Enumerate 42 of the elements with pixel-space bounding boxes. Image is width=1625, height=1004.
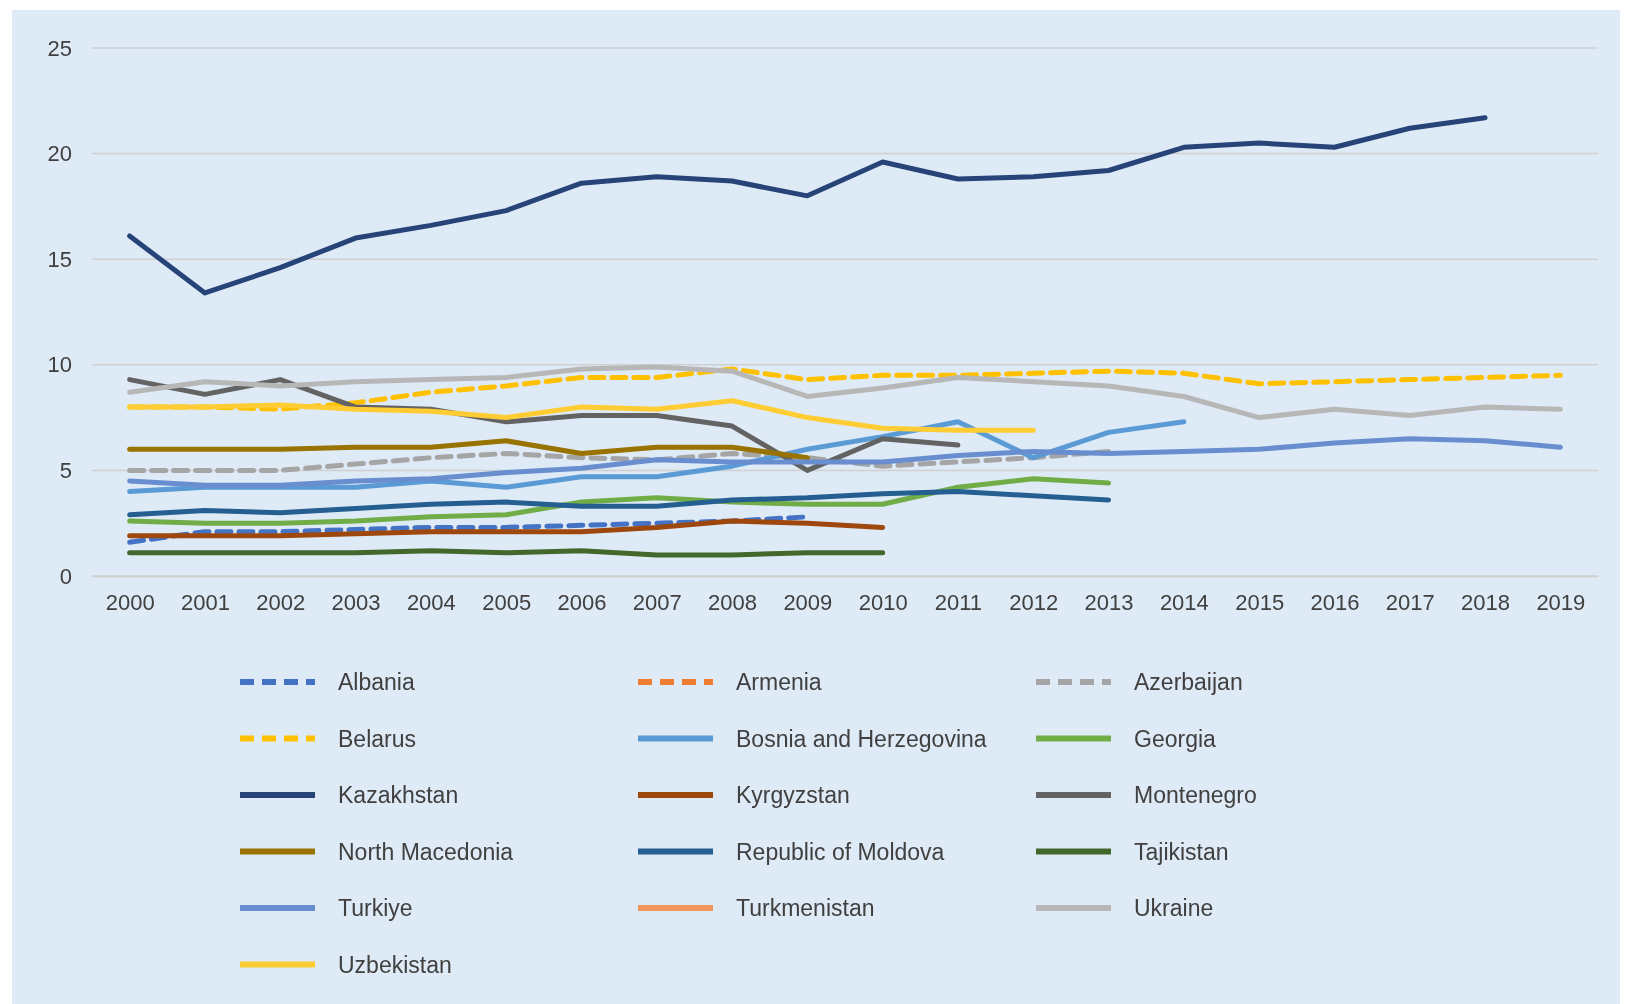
y-tick-label: 15 [47, 246, 72, 272]
legend-label: Azerbaijan [1134, 669, 1243, 695]
legend-label: Tajikistan [1134, 838, 1229, 865]
legend-label: Bosnia and Herzegovina [736, 725, 987, 752]
legend-label: North Macedonia [338, 838, 514, 865]
y-tick-label: 20 [47, 141, 72, 167]
y-tick-label: 10 [47, 352, 72, 378]
x-tick-label: 2018 [1461, 589, 1511, 615]
x-tick-label: 2009 [783, 589, 833, 615]
x-tick-label: 2014 [1159, 589, 1209, 615]
legend-label: Armenia [736, 669, 822, 695]
x-tick-label: 2007 [632, 589, 682, 615]
x-tick-label: 2010 [858, 589, 908, 615]
legend-label: Belarus [338, 725, 416, 752]
x-tick-label: 2008 [708, 589, 758, 615]
legend-label: Kazakhstan [338, 782, 459, 808]
legend-label: Montenegro [1134, 782, 1257, 808]
legend-label: Turkiye [338, 895, 413, 921]
x-tick-label: 2005 [482, 589, 532, 615]
x-tick-label: 2013 [1084, 589, 1134, 615]
y-tick-label: 5 [59, 457, 72, 483]
x-tick-label: 2012 [1009, 589, 1059, 615]
x-tick-label: 2016 [1310, 589, 1360, 615]
legend-label: Kyrgyzstan [736, 782, 850, 808]
x-tick-label: 2019 [1536, 589, 1586, 615]
x-tick-label: 2001 [180, 589, 230, 615]
x-tick-label: 2004 [406, 589, 456, 615]
legend-label: Georgia [1134, 725, 1217, 752]
y-tick-label: 0 [59, 563, 72, 589]
legend-label: Uzbekistan [338, 951, 452, 978]
y-tick-label: 25 [47, 35, 72, 61]
legend-label: Albania [338, 669, 415, 695]
x-tick-label: 2011 [934, 589, 983, 615]
x-tick-label: 2000 [105, 589, 155, 615]
x-tick-label: 2002 [256, 589, 306, 615]
legend-label: Turkmenistan [736, 895, 875, 921]
legend-label: Republic of Moldova [736, 838, 945, 865]
x-tick-label: 2006 [557, 589, 607, 615]
legend-label: Ukraine [1134, 895, 1214, 921]
x-tick-label: 2017 [1385, 589, 1435, 615]
x-tick-label: 2015 [1235, 589, 1285, 615]
x-tick-label: 2003 [331, 589, 381, 615]
